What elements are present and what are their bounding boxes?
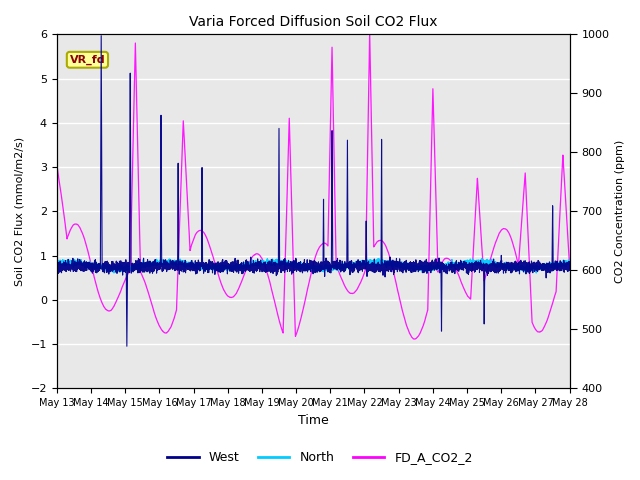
Text: VR_fd: VR_fd <box>70 55 105 65</box>
Legend: West, North, FD_A_CO2_2: West, North, FD_A_CO2_2 <box>163 446 477 469</box>
Y-axis label: CO2 Concentration (ppm): CO2 Concentration (ppm) <box>615 140 625 283</box>
X-axis label: Time: Time <box>298 414 328 427</box>
Y-axis label: Soil CO2 Flux (mmol/m2/s): Soil CO2 Flux (mmol/m2/s) <box>15 137 25 286</box>
Title: Varia Forced Diffusion Soil CO2 Flux: Varia Forced Diffusion Soil CO2 Flux <box>189 15 438 29</box>
